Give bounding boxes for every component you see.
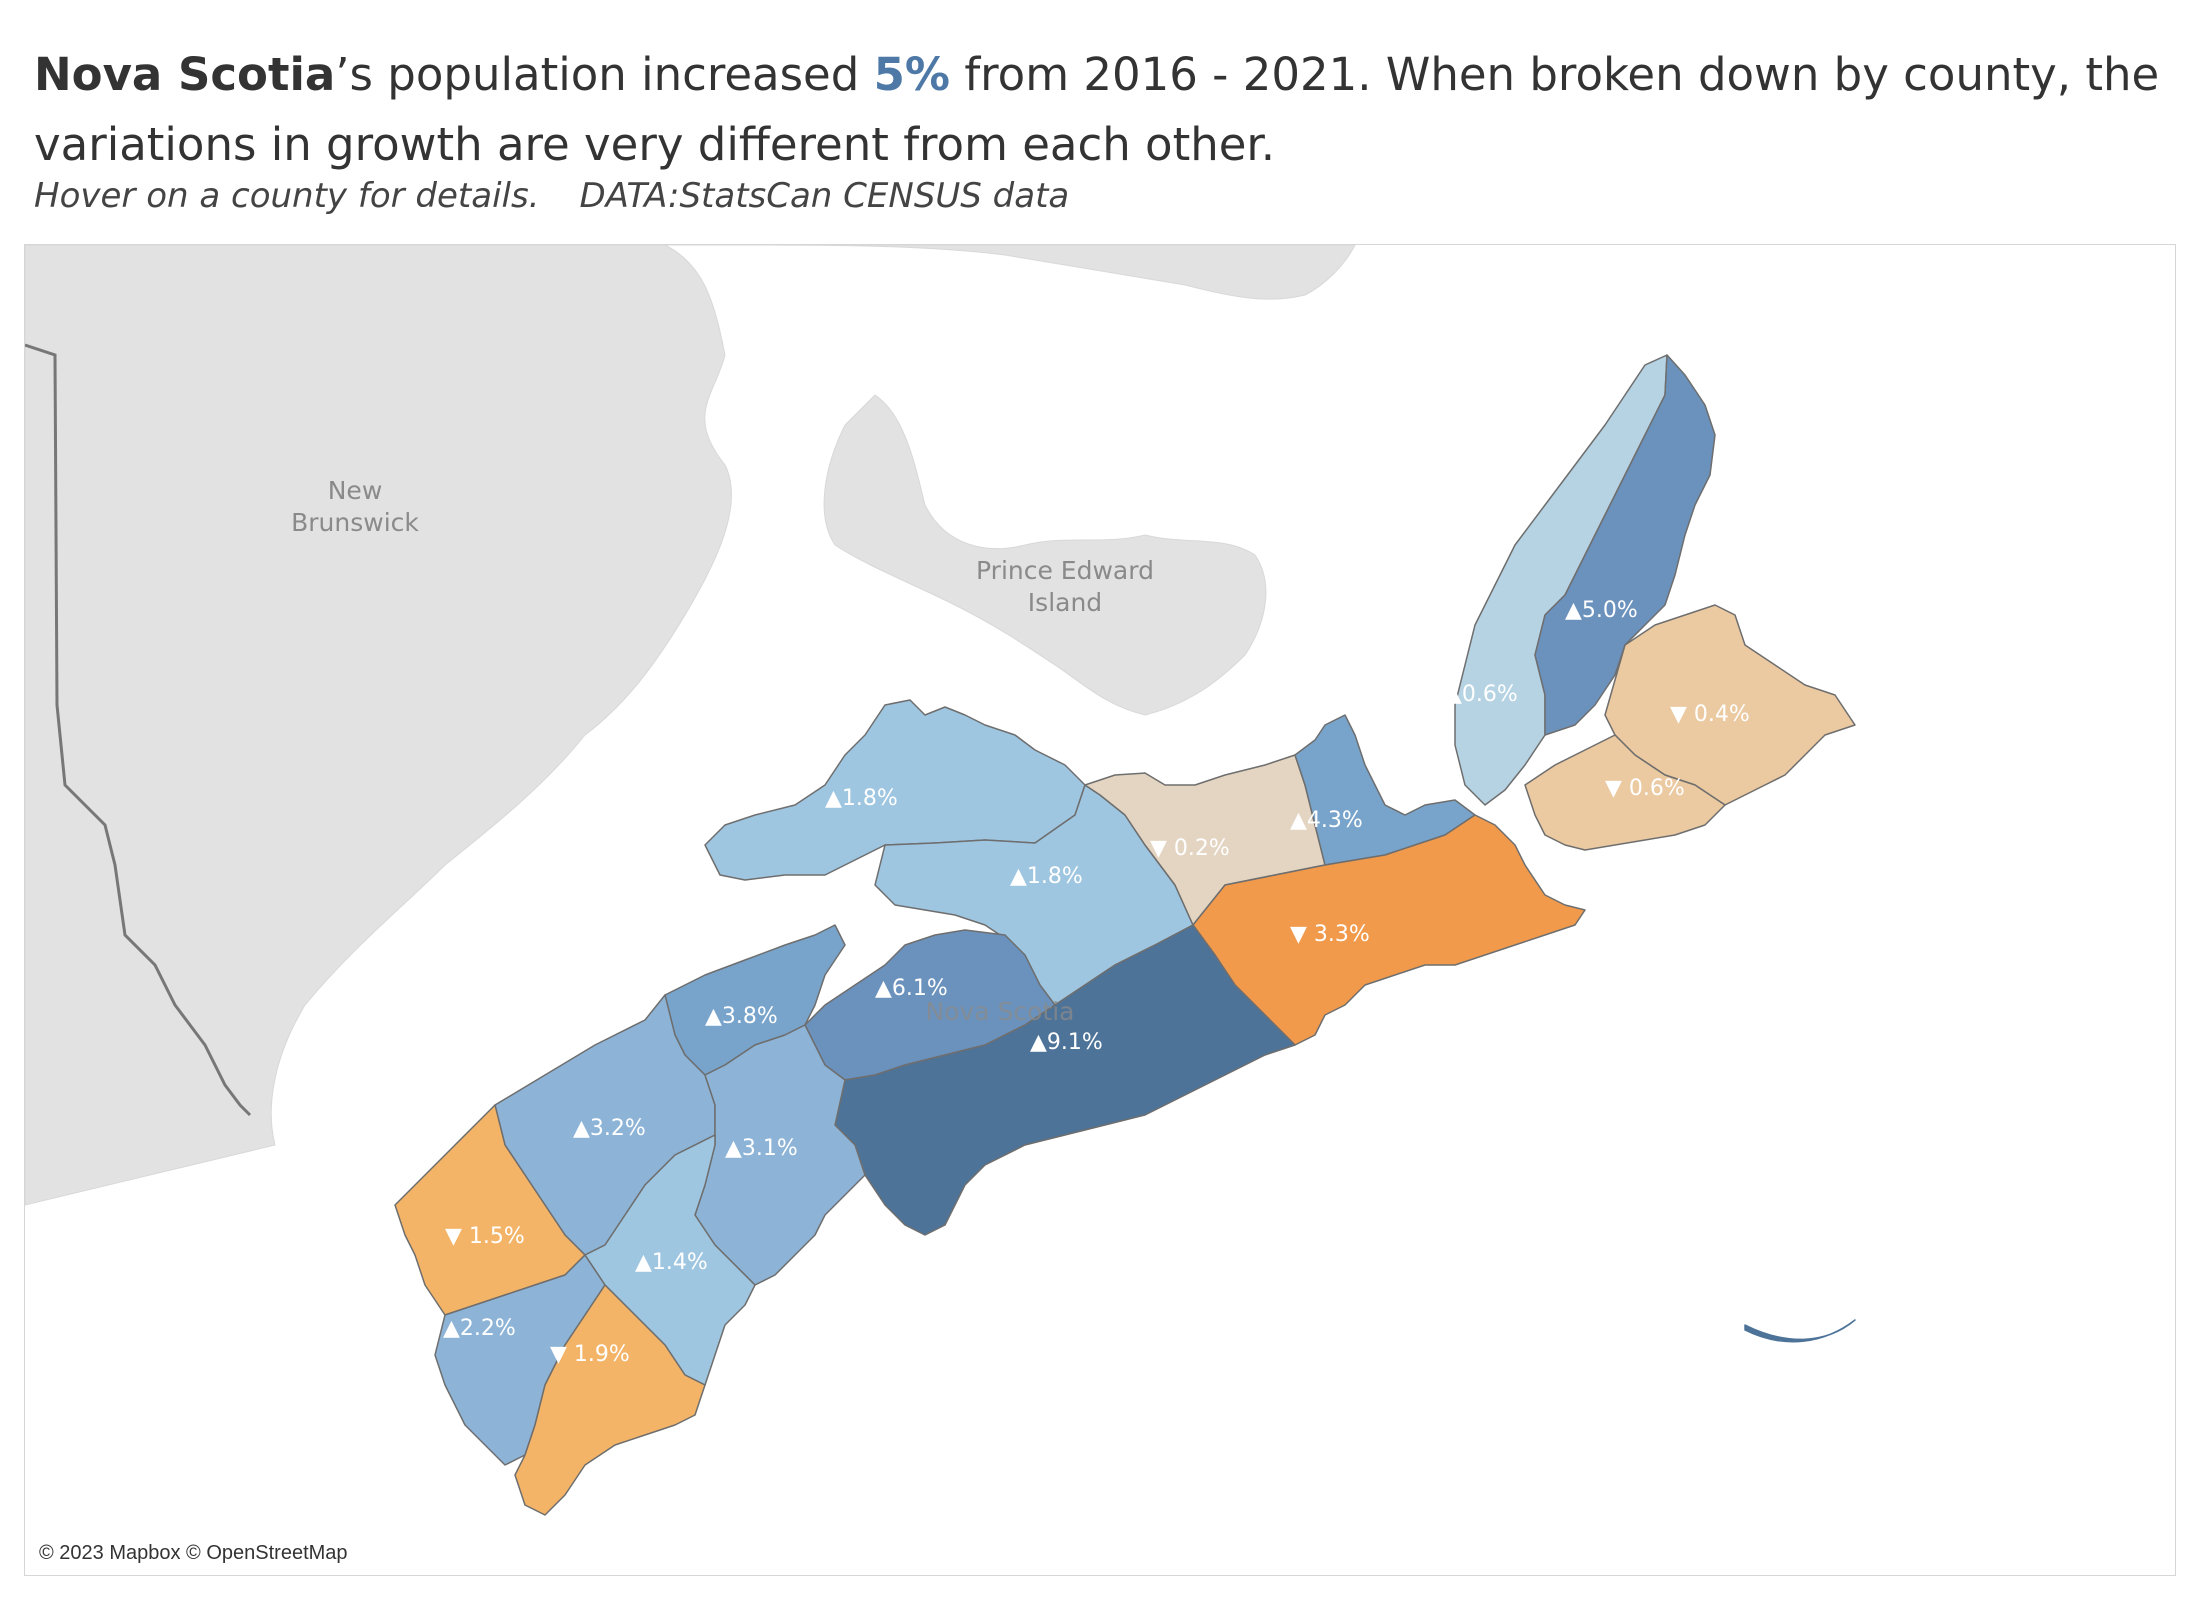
county-guysborough[interactable]	[1192, 814, 1586, 1046]
county-label-cumberland: ▲1.8%	[825, 786, 898, 811]
county-label-colchester: ▲1.8%	[1010, 864, 1083, 889]
county-label-shelburne: ▼ 1.9%	[550, 1342, 630, 1367]
label-pei-line2: Island	[1028, 588, 1102, 617]
title-growth-value: 5%	[873, 48, 951, 101]
county-shelburne[interactable]	[514, 1284, 706, 1516]
county-label-queens: ▲1.4%	[635, 1250, 708, 1275]
title-text-1: ’s population increased	[335, 48, 874, 101]
county-label-kings: ▲3.8%	[705, 1004, 778, 1029]
county-label-cape-breton: ▼ 0.4%	[1670, 702, 1750, 727]
pei-land	[823, 394, 1267, 716]
title-text-2: from 2016 - 2021. When broken down by co…	[34, 48, 2160, 171]
place-labels: New Brunswick Prince Edward Island Nova …	[291, 476, 1154, 1026]
label-new-brunswick-line1: New	[328, 476, 383, 505]
choropleth-map[interactable]: New Brunswick Prince Edward Island Nova …	[25, 245, 2175, 1575]
county-label-antigonish: ▲4.3%	[1290, 808, 1363, 833]
label-pei-line1: Prince Edward	[976, 556, 1154, 585]
county-label-lunenburg: ▲3.1%	[725, 1136, 798, 1161]
county-label-richmond: ▼ 0.6%	[1605, 776, 1685, 801]
base-map	[25, 245, 1356, 1206]
data-source: DATA:StatsCan CENSUS data	[579, 176, 1070, 216]
sable-island	[1744, 1319, 1856, 1343]
county-richmond[interactable]	[1524, 734, 1726, 851]
label-nova-scotia: Nova Scotia	[925, 997, 1074, 1026]
county-label-pictou: ▼ 0.2%	[1150, 836, 1230, 861]
county-victoria[interactable]	[1534, 354, 1716, 736]
page-title: Nova Scotia’s population increased 5% fr…	[34, 40, 2174, 180]
new-brunswick-land	[25, 245, 732, 1206]
county-label-guysborough: ▼ 3.3%	[1290, 922, 1370, 947]
county-label-digby: ▼ 1.5%	[445, 1224, 525, 1249]
map-container[interactable]: New Brunswick Prince Edward Island Nova …	[24, 244, 2176, 1576]
county-label-annapolis: ▲3.2%	[573, 1116, 646, 1141]
map-attribution: © 2023 Mapbox © OpenStreetMap	[39, 1542, 348, 1564]
county-labels: ▲1.8% ▲1.8% ▼ 0.2% ▲4.3% ▼ 3.3% ▲0.6% ▲5…	[443, 598, 1750, 1367]
hover-hint: Hover on a county for details.	[34, 176, 540, 216]
county-label-yarmouth: ▲2.2%	[443, 1316, 516, 1341]
county-halifax[interactable]	[834, 924, 1296, 1236]
label-new-brunswick-line2: Brunswick	[291, 508, 419, 537]
county-label-hants: ▲6.1%	[875, 976, 948, 1001]
counties	[394, 354, 1856, 1516]
county-label-victoria: ▲5.0%	[1565, 598, 1638, 623]
county-label-inverness: ▲0.6%	[1445, 682, 1518, 707]
county-label-halifax: ▲9.1%	[1030, 1030, 1103, 1055]
quebec-land	[665, 245, 1356, 300]
province-border	[25, 343, 252, 1117]
subtitle: Hover on a county for details. DATA:Stats…	[34, 176, 1069, 216]
title-province: Nova Scotia	[34, 48, 336, 101]
